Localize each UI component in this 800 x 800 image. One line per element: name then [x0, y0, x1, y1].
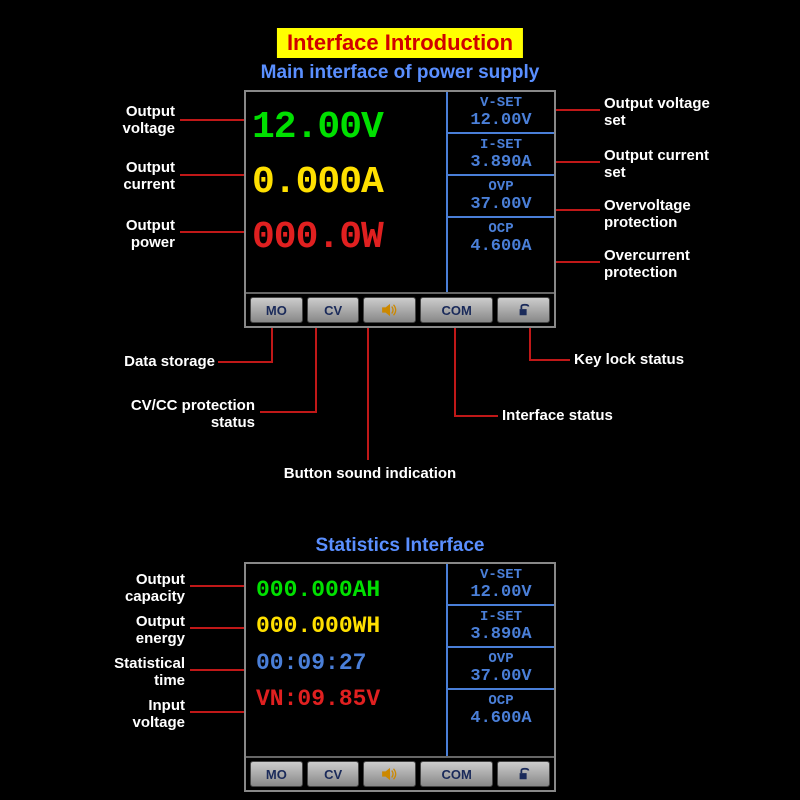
vset-cell-2: V-SET 12.00V	[448, 564, 554, 606]
ocp-label-2: OCP	[448, 693, 554, 709]
ocp-value: 4.600A	[448, 237, 554, 256]
mo-button[interactable]: MO	[250, 297, 303, 323]
annot-keylock: Key lock status	[574, 352, 734, 369]
ovp-value: 37.00V	[448, 195, 554, 214]
ocp-value-2: 4.600A	[448, 709, 554, 728]
annot-iface: Interface status	[502, 408, 662, 425]
cv-button[interactable]: CV	[307, 297, 360, 323]
iset-cell-2: I-SET 3.890A	[448, 606, 554, 648]
page-title: Interface Introduction	[277, 28, 523, 58]
cv-button-2[interactable]: CV	[307, 761, 360, 787]
annot-output-current: Outputcurrent	[80, 160, 175, 193]
iset-value-2: 3.890A	[448, 625, 554, 644]
annot-ocp: Overcurrentprotection	[604, 248, 764, 281]
vset-value: 12.00V	[448, 111, 554, 130]
ocp-cell-2: OCP 4.600A	[448, 690, 554, 730]
annot-vset: Output voltageset	[604, 96, 764, 129]
ovp-value-2: 37.00V	[448, 667, 554, 686]
annot-cvcc: CV/CC protectionstatus	[100, 398, 255, 431]
sound-button[interactable]	[363, 297, 416, 323]
ovp-label: OVP	[448, 179, 554, 195]
panel2-subtitle: Statistics Interface	[316, 535, 485, 557]
main-readings: 12.00V 0.000A 000.0W	[246, 92, 446, 265]
output-voltage: 12.00V	[252, 100, 446, 155]
annot-iset: Output currentset	[604, 148, 764, 181]
lock-button[interactable]	[497, 297, 550, 323]
stats-readings: 000.000AH 000.000WH 00:09:27 VN:09.85V	[246, 564, 446, 717]
statistical-time: 00:09:27	[252, 645, 446, 681]
ocp-label: OCP	[448, 221, 554, 237]
ovp-label-2: OVP	[448, 651, 554, 667]
iset-label-2: I-SET	[448, 609, 554, 625]
annot-output-energy: Outputenergy	[90, 614, 185, 647]
settings-column-2: V-SET 12.00V I-SET 3.890A OVP 37.00V OCP…	[446, 564, 554, 756]
iset-label: I-SET	[448, 137, 554, 153]
ovp-cell-2: OVP 37.00V	[448, 648, 554, 690]
output-capacity: 000.000AH	[252, 572, 446, 608]
com-button-2[interactable]: COM	[420, 761, 493, 787]
output-current: 0.000A	[252, 155, 446, 210]
status-bar-2: MO CV COM	[246, 756, 554, 790]
vset-label-2: V-SET	[448, 567, 554, 583]
vset-label: V-SET	[448, 95, 554, 111]
vset-cell: V-SET 12.00V	[448, 92, 554, 134]
ocp-cell: OCP 4.600A	[448, 218, 554, 258]
annot-output-voltage: Outputvoltage	[80, 104, 175, 137]
output-power: 000.0W	[252, 210, 446, 265]
statistics-panel: 000.000AH 000.000WH 00:09:27 VN:09.85V V…	[244, 562, 556, 792]
iset-value: 3.890A	[448, 153, 554, 172]
mo-button-2[interactable]: MO	[250, 761, 303, 787]
annot-ovp: Overvoltageprotection	[604, 198, 764, 231]
vset-value-2: 12.00V	[448, 583, 554, 602]
main-interface-panel: 12.00V 0.000A 000.0W V-SET 12.00V I-SET …	[244, 90, 556, 328]
settings-column: V-SET 12.00V I-SET 3.890A OVP 37.00V OCP…	[446, 92, 554, 292]
iset-cell: I-SET 3.890A	[448, 134, 554, 176]
annot-stat-time: Statisticaltime	[90, 656, 185, 689]
panel1-subtitle: Main interface of power supply	[261, 62, 540, 84]
lock-button-2[interactable]	[497, 761, 550, 787]
annot-output-power: Outputpower	[80, 218, 175, 251]
com-button[interactable]: COM	[420, 297, 493, 323]
input-voltage: VN:09.85V	[252, 681, 446, 717]
annot-input-voltage: Inputvoltage	[90, 698, 185, 731]
output-energy: 000.000WH	[252, 608, 446, 644]
annot-sound: Button sound indication	[260, 466, 480, 483]
annot-data-storage: Data storage	[100, 354, 215, 371]
ovp-cell: OVP 37.00V	[448, 176, 554, 218]
status-bar: MO CV COM	[246, 292, 554, 326]
annot-output-capacity: Outputcapacity	[90, 572, 185, 605]
sound-button-2[interactable]	[363, 761, 416, 787]
